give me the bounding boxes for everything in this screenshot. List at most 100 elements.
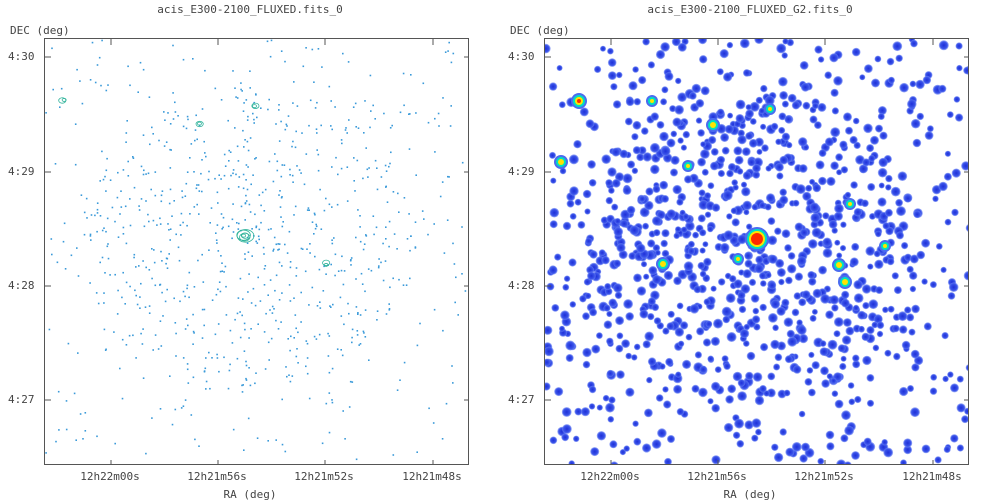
smoothed-source (719, 49, 729, 59)
smoothed-source (746, 223, 753, 230)
smoothed-source (867, 263, 874, 270)
photon-point (315, 128, 318, 130)
smoothed-source (938, 181, 948, 192)
smoothed-source (754, 395, 765, 406)
photon-point (129, 224, 132, 227)
smoothed-source (844, 191, 852, 199)
smoothed-source (731, 218, 740, 227)
smoothed-source (818, 176, 827, 186)
photon-point (291, 174, 294, 177)
photon-point (152, 349, 154, 351)
smoothed-source (587, 160, 596, 169)
smoothed-source (901, 242, 909, 250)
photon-point (235, 173, 237, 176)
photon-point (151, 277, 153, 280)
smoothed-source (822, 212, 830, 220)
photon-point (220, 178, 222, 180)
smoothed-source (851, 242, 860, 251)
photon-point (193, 171, 195, 173)
photon-point (302, 65, 305, 68)
smoothed-source (636, 243, 646, 253)
photon-point (223, 174, 226, 177)
smoothed-source (607, 47, 614, 55)
smoothed-source (642, 39, 650, 46)
smoothed-source (745, 109, 754, 119)
smoothed-source (817, 457, 825, 464)
photon-point (73, 392, 76, 395)
photon-point (255, 226, 257, 229)
photon-point (294, 314, 297, 316)
photon-point (190, 414, 193, 416)
photon-point (331, 206, 333, 208)
smoothed-source (711, 455, 721, 464)
smoothed-source (775, 162, 784, 172)
smoothed-source (607, 71, 617, 80)
image-frame[interactable] (544, 38, 969, 465)
photon-point (437, 112, 440, 115)
smoothed-source (554, 253, 562, 261)
photon-point (90, 214, 93, 216)
photon-point (227, 387, 230, 390)
smoothed-source (697, 261, 706, 270)
smoothed-source (899, 82, 909, 93)
photon-point (304, 270, 307, 273)
photon-point (96, 435, 98, 438)
photon-point (166, 267, 169, 269)
photon-point (353, 180, 355, 182)
photon-point (373, 233, 375, 236)
photon-point (161, 260, 163, 262)
photon-point (306, 372, 309, 375)
photon-point (208, 170, 210, 173)
smoothed-source (642, 222, 649, 230)
photon-point (296, 105, 299, 107)
smoothed-source (820, 294, 830, 304)
photon-point (239, 277, 242, 280)
photon-point (300, 321, 302, 323)
photon-point (398, 278, 400, 281)
photon-point (129, 285, 131, 288)
photon-point (148, 305, 151, 307)
smoothed-source (866, 144, 875, 153)
smoothed-source (809, 178, 816, 185)
smoothed-source (836, 169, 843, 176)
smoothed-source (636, 153, 645, 162)
smoothed-source (935, 243, 943, 250)
photon-point (177, 115, 179, 117)
smoothed-source (682, 130, 690, 139)
photon-point (159, 223, 162, 225)
photon-point (292, 181, 294, 183)
photon-point (208, 249, 210, 251)
smoothed-source (791, 442, 802, 452)
photon-point (89, 235, 92, 237)
photon-point (364, 336, 367, 338)
photon-point (305, 153, 308, 155)
photon-point (140, 282, 142, 285)
photon-point (260, 107, 262, 109)
photon-point (399, 111, 402, 114)
photon-point (196, 203, 198, 206)
smoothed-source (641, 127, 649, 135)
smoothed-source (677, 42, 687, 52)
smoothed-source (587, 271, 596, 281)
image-frame[interactable] (44, 38, 469, 465)
smoothed-source (662, 327, 670, 335)
smoothed-source (907, 385, 914, 392)
photon-point (298, 169, 301, 171)
smoothed-source (717, 155, 726, 164)
smoothed-source (704, 211, 712, 218)
photon-point (255, 157, 257, 159)
photon-point (103, 302, 105, 304)
photon-point (195, 114, 197, 117)
photon-point (281, 398, 283, 401)
photon-point (203, 308, 206, 311)
smoothed-source (817, 102, 827, 112)
smoothed-source (773, 452, 784, 463)
photon-point (211, 299, 214, 301)
photon-point (246, 119, 249, 121)
photon-point (127, 65, 129, 68)
smoothed-source (565, 340, 576, 351)
smoothed-source (812, 288, 822, 299)
photon-point (150, 188, 152, 191)
smoothed-source (683, 261, 694, 272)
smoothed-source (594, 65, 602, 73)
